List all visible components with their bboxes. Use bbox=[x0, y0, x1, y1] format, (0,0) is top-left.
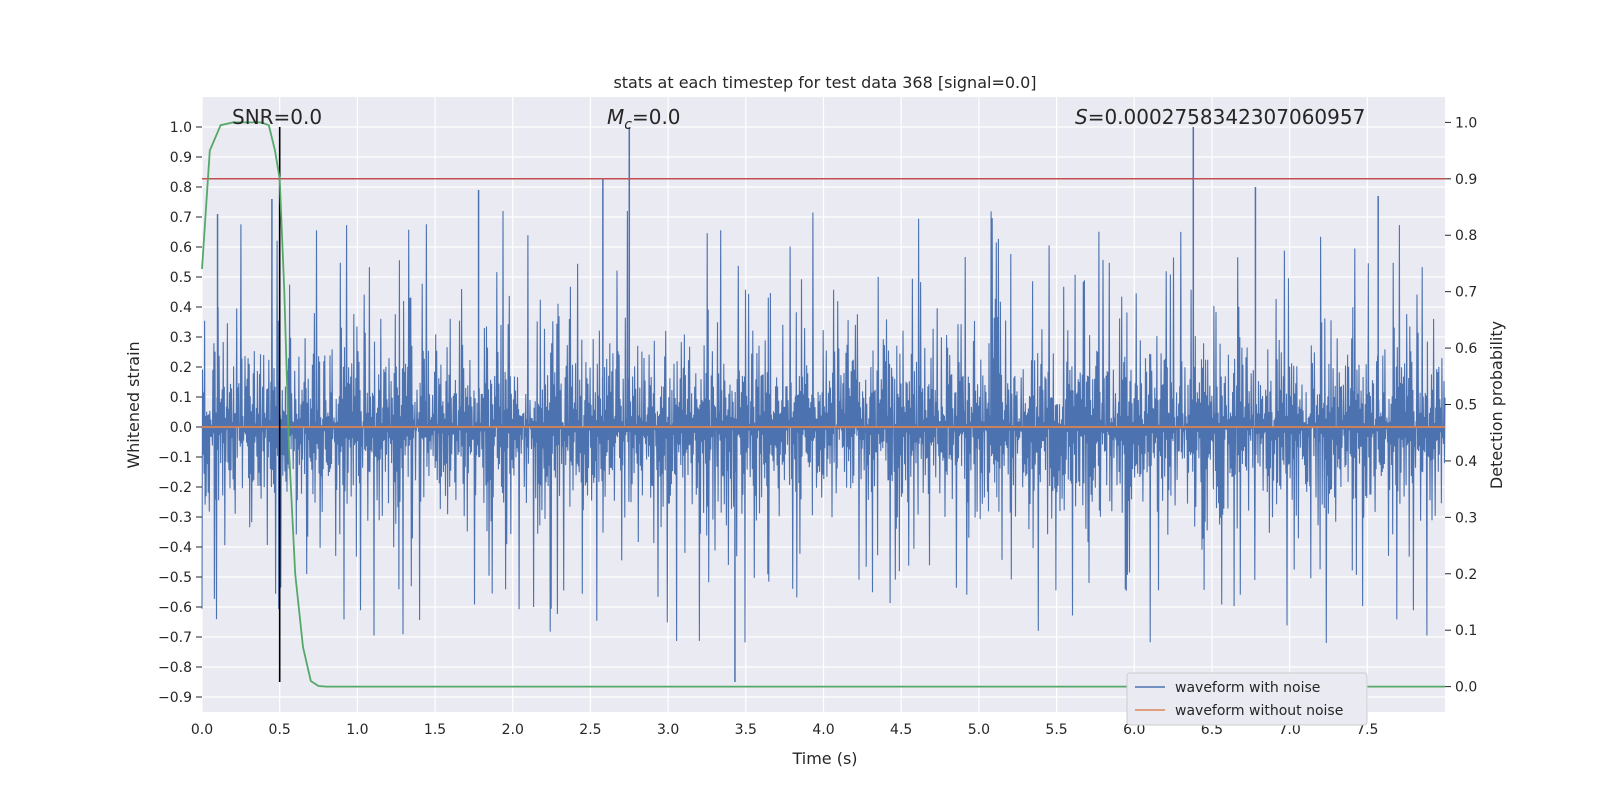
s-annotation: S=0.0002758342307060957 bbox=[1075, 105, 1365, 129]
legend-label-noise: waveform with noise bbox=[1175, 680, 1320, 696]
x-tick-label: 4.5 bbox=[890, 722, 912, 738]
y-tick-label: 0.9 bbox=[170, 150, 192, 166]
series-waveform-with-noise bbox=[201, 210, 1446, 644]
y-tick-label: −0.1 bbox=[158, 450, 192, 466]
x-tick-label: 5.5 bbox=[1045, 722, 1067, 738]
y2-tick-label: 0.9 bbox=[1455, 172, 1477, 188]
y-tick-label: −0.2 bbox=[158, 480, 192, 496]
x-tick-label: 6.0 bbox=[1123, 722, 1145, 738]
s-value: =0.0002758342307060957 bbox=[1088, 105, 1366, 129]
y-tick-label: −0.6 bbox=[158, 600, 192, 616]
x-tick-label: 0.0 bbox=[191, 722, 213, 738]
x-axis: 0.0 0.5 1.0 1.5 2.0 2.5 3.0 3.5 4.0 4.5 5.0 5.5 6.0 6… bbox=[191, 722, 1379, 738]
y2-tick-label: 0.3 bbox=[1455, 510, 1477, 526]
overlays bbox=[201, 121, 1445, 688]
x-tick-label: 7.0 bbox=[1278, 722, 1300, 738]
strain-series bbox=[201, 127, 1446, 682]
mc-subscript: c bbox=[624, 117, 632, 133]
y-axis-left: 1.0 0.9 0.8 0.7 0.6 0.5 0.4 0.3 0.2 0.1 0.0 −0.1 −0.… bbox=[158, 120, 202, 706]
y2-tick-label: 0.5 bbox=[1455, 398, 1477, 414]
y2-tick-label: 0.2 bbox=[1455, 567, 1477, 583]
y-tick-label: 0.1 bbox=[170, 390, 192, 406]
x-tick-label: 5.0 bbox=[968, 722, 990, 738]
y-tick-label: −0.3 bbox=[158, 510, 192, 526]
x-tick-label: 2.5 bbox=[579, 722, 601, 738]
y-tick-label: −0.5 bbox=[158, 570, 192, 586]
x-tick-label: 3.0 bbox=[657, 722, 679, 738]
y-tick-label: 0.7 bbox=[170, 210, 192, 226]
legend-label-clean: waveform without noise bbox=[1175, 703, 1343, 719]
mc-symbol: M bbox=[607, 105, 624, 129]
y-tick-label: 1.0 bbox=[170, 120, 192, 136]
y-tick-label: 0.8 bbox=[170, 180, 192, 196]
y2-tick-label: 0.8 bbox=[1455, 228, 1477, 244]
y-tick-label: 0.2 bbox=[170, 360, 192, 376]
x-axis-label: Time (s) bbox=[791, 749, 857, 768]
y-tick-label: 0.5 bbox=[170, 270, 192, 286]
mc-value: =0.0 bbox=[632, 105, 681, 129]
series-detection-probability bbox=[201, 121, 1445, 688]
y-axis-right: 1.0 0.9 0.8 0.7 0.6 0.5 0.4 0.3 0.2 0.1 0.0 bbox=[1445, 115, 1477, 696]
y2-tick-label: 0.1 bbox=[1455, 623, 1477, 639]
x-tick-label: 6.5 bbox=[1201, 722, 1223, 738]
y2-tick-label: 0.7 bbox=[1455, 285, 1477, 301]
snr-annotation: SNR=0.0 bbox=[232, 105, 322, 129]
y-axis-label: Whitened strain bbox=[124, 341, 143, 468]
y2-axis-label: Detection probability bbox=[1487, 321, 1506, 489]
chart-title: stats at each timestep for test data 368… bbox=[613, 73, 1036, 92]
mc-annotation: Mc=0.0 bbox=[607, 105, 681, 133]
y2-tick-label: 0.0 bbox=[1455, 680, 1477, 696]
y-tick-label: −0.9 bbox=[158, 690, 192, 706]
s-symbol: S bbox=[1075, 105, 1088, 129]
x-tick-label: 1.0 bbox=[346, 722, 368, 738]
y-tick-label: −0.7 bbox=[158, 630, 192, 646]
x-tick-label: 4.0 bbox=[812, 722, 834, 738]
y-tick-label: −0.4 bbox=[158, 540, 192, 556]
legend: waveform with noise waveform without noi… bbox=[1126, 672, 1368, 726]
y-tick-label: 0.6 bbox=[170, 240, 192, 256]
y2-tick-label: 0.4 bbox=[1455, 454, 1477, 470]
x-tick-label: 0.5 bbox=[269, 722, 291, 738]
y-tick-label: 0.3 bbox=[170, 330, 192, 346]
y-tick-label: 0.0 bbox=[170, 420, 192, 436]
legend-box bbox=[1126, 672, 1368, 726]
y2-tick-label: 1.0 bbox=[1455, 115, 1477, 131]
x-tick-label: 1.5 bbox=[424, 722, 446, 738]
y-tick-label: −0.8 bbox=[158, 660, 192, 676]
y-tick-label: 0.4 bbox=[170, 300, 192, 316]
y2-tick-label: 0.6 bbox=[1455, 341, 1477, 357]
x-tick-label: 2.0 bbox=[502, 722, 524, 738]
x-tick-label: 7.5 bbox=[1356, 722, 1378, 738]
x-tick-label: 3.5 bbox=[735, 722, 757, 738]
